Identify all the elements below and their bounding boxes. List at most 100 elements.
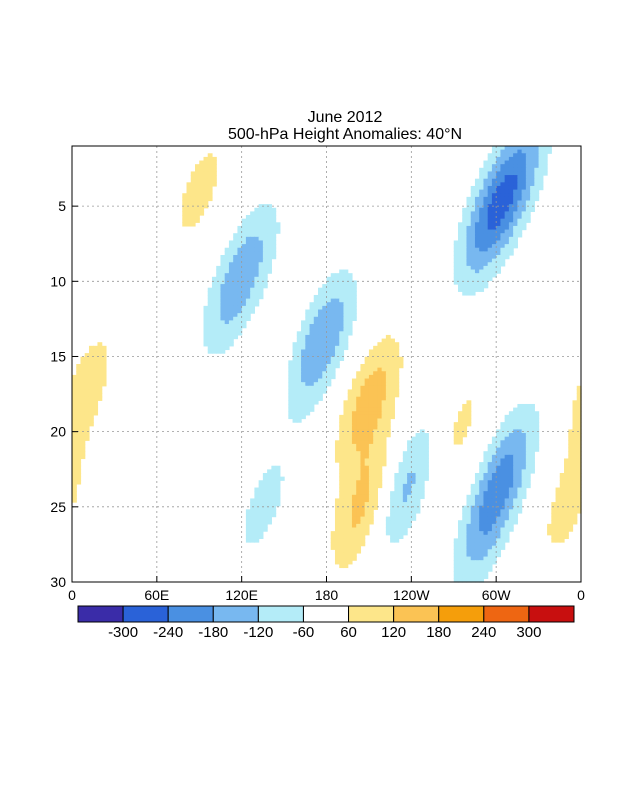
anomaly-cell [466,247,472,252]
anomaly-cell [351,520,357,525]
anomaly-cell [356,505,362,510]
anomaly-cell [245,251,251,256]
anomaly-cell [190,185,196,191]
anomaly-cell [474,491,480,496]
anomaly-cell [258,251,264,256]
anomaly-cell [508,204,514,209]
anomaly-cell [305,378,311,383]
anomaly-cell [343,473,349,478]
anomaly-cell [496,480,502,485]
anomaly-cell [330,280,336,285]
anomaly-cell [228,334,234,340]
anomaly-cell [88,378,94,383]
anomaly-cell [487,487,493,492]
anomaly-cell [483,185,489,191]
anomaly-cell [347,534,353,539]
anomaly-cell [245,309,251,314]
anomaly-cell [500,258,506,263]
anomaly-cell [228,294,234,300]
anomaly-cell [381,454,387,460]
anomaly-cell [356,549,362,554]
anomaly-cell [474,280,480,285]
anomaly-cell [233,244,239,249]
anomaly-cell [364,465,370,470]
anomaly-cell [407,516,412,521]
anomaly-cell [339,313,345,318]
anomaly-cell [496,146,502,151]
anomaly-cell [534,418,540,423]
anomaly-cell [356,523,362,529]
anomaly-cell [182,200,188,205]
anomaly-cell [576,494,582,500]
anomaly-cell [364,400,370,405]
anomaly-cell [84,356,90,361]
anomaly-cell [334,552,340,558]
anomaly-cell [491,204,497,209]
anomaly-cell [313,320,319,325]
anomaly-cell [513,204,518,209]
anomaly-cell [508,491,514,496]
anomaly-cell [351,538,357,543]
anomaly-cell [542,171,548,176]
anomaly-cell [517,171,523,176]
anomaly-cell [521,487,527,492]
anomaly-cell [271,498,277,503]
anomaly-cell [254,498,260,503]
anomaly-cell [402,512,408,518]
anomaly-cell [479,284,485,289]
anomaly-cell [415,498,421,503]
anomaly-cell [504,418,510,423]
anomaly-cell [500,225,506,231]
anomaly-cell [339,345,345,351]
anomaly-cell [504,207,510,212]
anomaly-cell [394,538,400,543]
anomaly-cell [394,520,400,525]
anomaly-cell [199,189,205,194]
anomaly-cell [555,491,561,496]
anomaly-cell [508,236,514,242]
anomaly-cell [483,563,489,569]
anomaly-cell [84,367,90,372]
anomaly-cell [462,567,468,572]
anomaly-cell [339,498,345,503]
anomaly-cell [530,175,535,180]
anomaly-cell [313,353,319,358]
anomaly-cell [271,240,277,245]
anomaly-cell [330,367,336,372]
anomaly-cell [466,407,472,412]
anomaly-cell [568,458,574,463]
anomaly-cell [576,480,582,485]
anomaly-cell [496,156,502,162]
anomaly-cell [360,480,366,485]
anomaly-cell [466,523,472,529]
anomaly-cell [88,411,94,416]
anomaly-cell [415,505,421,510]
anomaly-cell [254,276,260,282]
anomaly-cell [470,538,476,543]
anomaly-cell [483,454,489,460]
anomaly-cell [334,451,340,456]
anomaly-cell [424,462,429,467]
anomaly-cell [347,400,353,405]
anomaly-cell [322,284,328,289]
anomaly-cell [419,454,425,460]
anomaly-cell [356,531,362,536]
anomaly-cell [207,164,213,169]
anomaly-cell [530,200,535,205]
anomaly-cell [347,443,353,449]
anomaly-cell [385,425,391,430]
anomaly-cell [339,454,345,460]
anomaly-cell [487,527,493,532]
anomaly-cell [513,196,518,202]
anomaly-cell [262,480,268,485]
anomaly-cell [470,240,476,245]
anomaly-cell [525,425,531,430]
anomaly-cell [318,338,323,343]
anomaly-cell [373,385,378,391]
anomaly-cell [275,469,281,474]
anomaly-cell [207,342,213,347]
anomaly-cell [339,523,345,529]
anomaly-cell [360,374,366,380]
anomaly-cell [504,200,510,205]
anomaly-cell [402,454,408,460]
